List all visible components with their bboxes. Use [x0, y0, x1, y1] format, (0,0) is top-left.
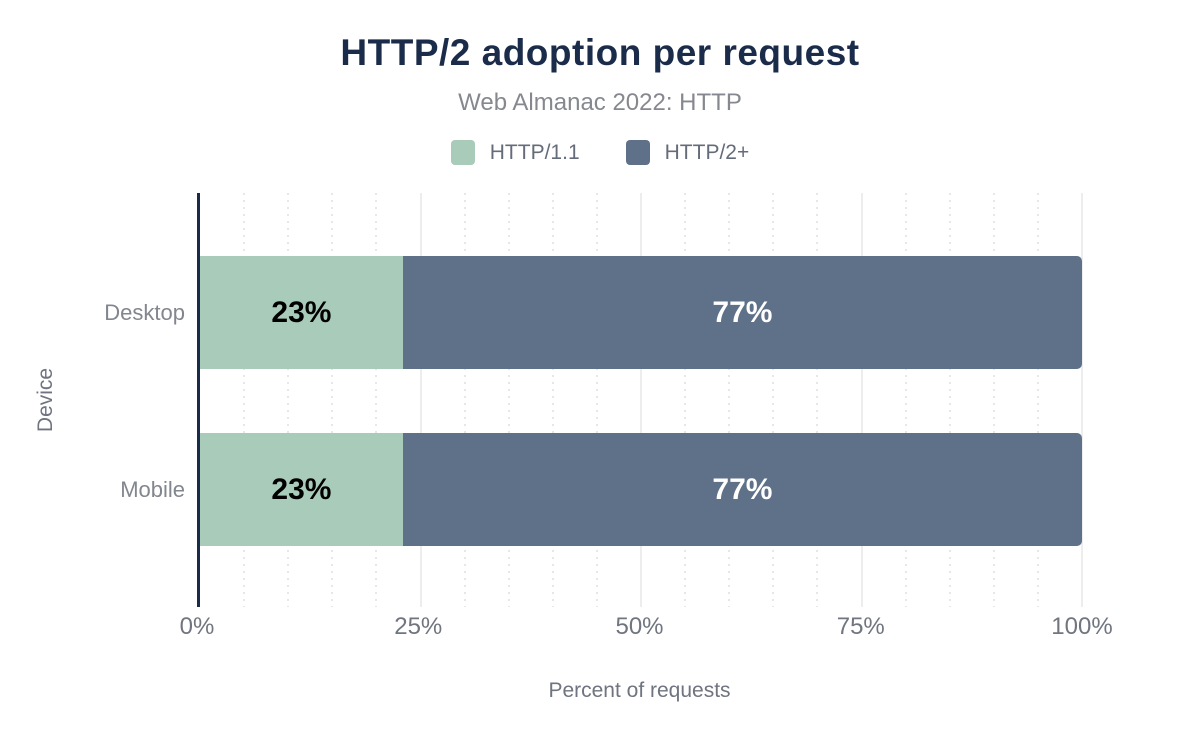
x-tick-label: 0%: [179, 613, 215, 640]
bar-value-label: 77%: [712, 472, 773, 506]
chart-title: HTTP/2 adoption per request: [340, 32, 860, 73]
bar-segment-mobile-http-2: 77%: [402, 433, 1082, 546]
bar-row-desktop: 23% 77%: [200, 256, 1082, 369]
bar-value-label: 77%: [712, 295, 773, 329]
bar-value-label: 23%: [271, 472, 332, 506]
x-tick-label: 100%: [1051, 613, 1113, 640]
legend-label: HTTP/1.1: [489, 140, 580, 164]
legend-swatch-http-1-1: [450, 140, 475, 165]
bar-value-label: 23%: [271, 295, 332, 329]
category-label-desktop: Desktop: [104, 299, 185, 325]
bar-segment-desktop-http-1-1: 23%: [200, 256, 403, 369]
category-label-mobile: Mobile: [120, 476, 185, 502]
x-tick-label: 75%: [836, 613, 885, 640]
legend-label: HTTP/2+: [664, 140, 750, 164]
bar-segment-desktop-http-2: 77%: [402, 256, 1082, 369]
legend-swatch-http-2: [625, 140, 650, 165]
plot-area: 23% 77% 23% 77%: [197, 193, 1083, 607]
x-tick-label: 50%: [615, 613, 664, 640]
x-tick-label: 25%: [394, 613, 443, 640]
legend: HTTP/1.1 HTTP/2+: [0, 140, 1200, 165]
bar-row-mobile: 23% 77%: [200, 433, 1082, 546]
legend-item-http-2: HTTP/2+: [625, 140, 750, 165]
bar-segment-mobile-http-1-1: 23%: [200, 433, 403, 546]
chart-subtitle: Web Almanac 2022: HTTP: [458, 89, 742, 116]
y-axis-title: Device: [34, 367, 57, 433]
legend-item-http-1-1: HTTP/1.1: [450, 140, 580, 165]
x-axis-title: Percent of requests: [548, 679, 731, 702]
